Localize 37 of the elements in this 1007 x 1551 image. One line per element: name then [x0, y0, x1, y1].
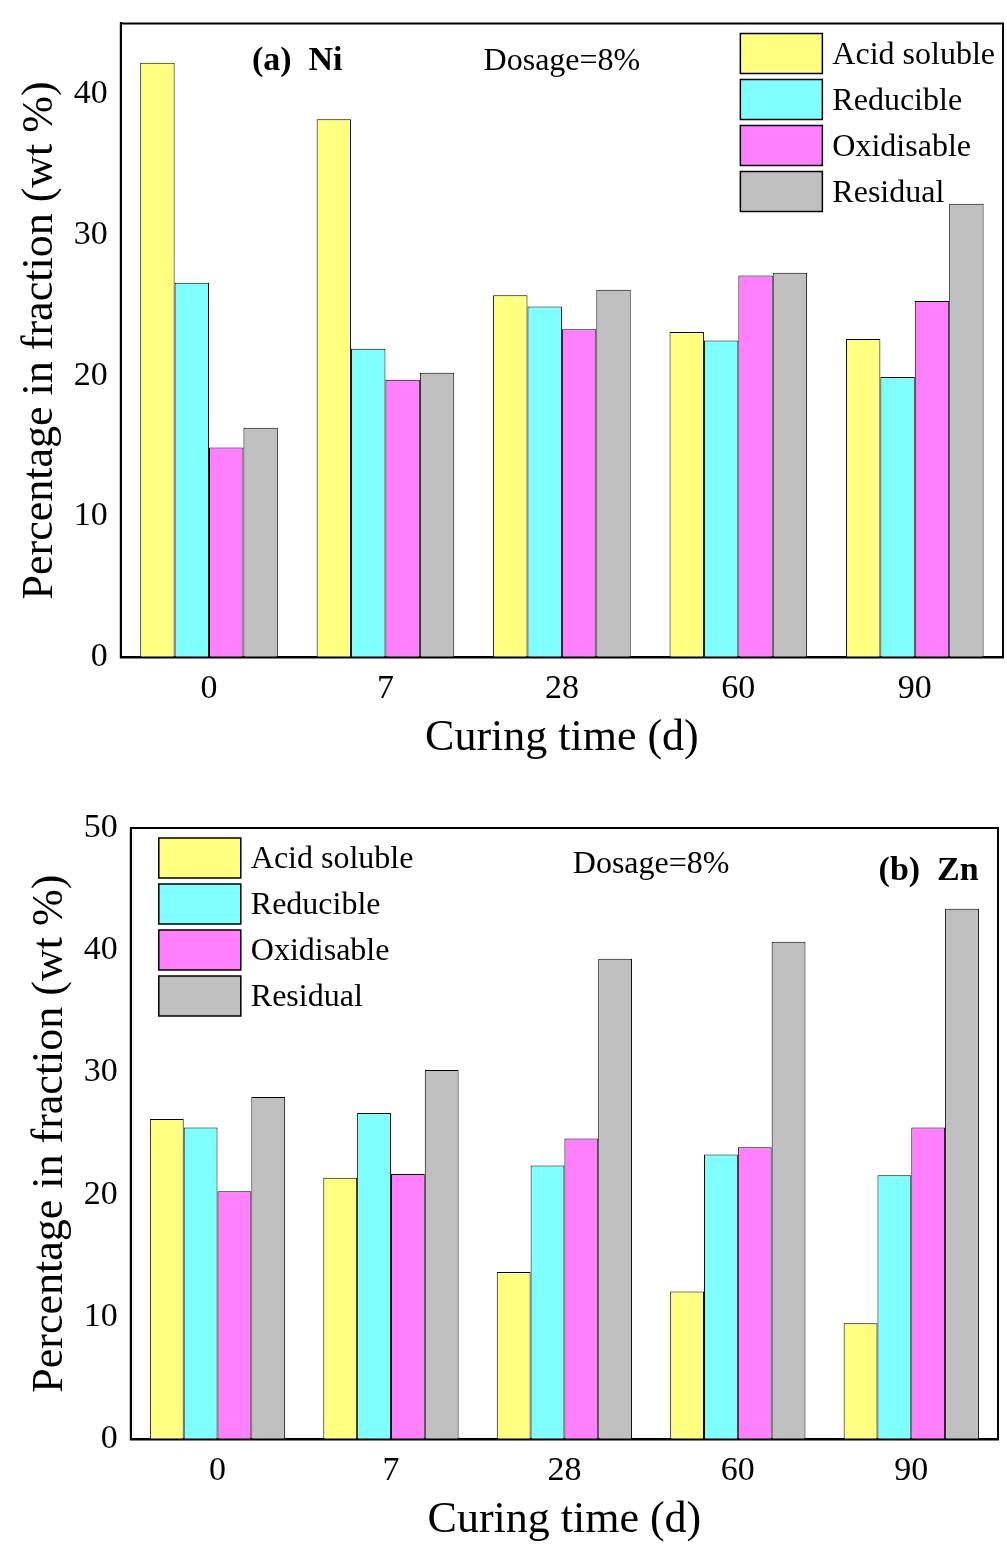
y-tick-label: 30	[73, 213, 108, 251]
legend-label: Oxidisable	[832, 126, 971, 163]
y-tick-label: 40	[73, 72, 108, 110]
y-tick-label: 30	[83, 1051, 118, 1089]
y-tick-label: 20	[73, 354, 108, 392]
y-axis-title: Percentage in fraction (wt %)	[12, 81, 62, 600]
x-tick-label: 60	[721, 667, 756, 705]
y-tick-label: 0	[100, 1418, 118, 1456]
annotation: Dosage=8%	[483, 40, 641, 77]
legend-label: Acid soluble	[832, 34, 995, 71]
x-tick-label: 90	[894, 1449, 929, 1487]
legend-label: Residual	[832, 172, 945, 209]
x-tick-label: 90	[897, 667, 932, 705]
legend-label: Acid soluble	[250, 839, 414, 876]
y-tick-label: 40	[83, 929, 118, 967]
legend-label: Reducible	[832, 80, 963, 117]
y-tick-label: 10	[73, 495, 108, 533]
y-tick-label: 10	[83, 1296, 118, 1334]
x-tick-label: 0	[209, 1449, 227, 1487]
x-tick-label: 28	[544, 667, 579, 705]
x-tick-label: 28	[547, 1449, 582, 1487]
x-axis-title: Curing time (d)	[427, 1493, 702, 1543]
annotation: (b) Zn	[878, 849, 979, 888]
legend-label: Reducible	[250, 885, 381, 922]
annotation: (a) Ni	[251, 40, 343, 79]
x-axis-title: Curing time (d)	[425, 711, 699, 761]
x-tick-label: 60	[720, 1449, 755, 1487]
y-axis-title: Percentage in fraction (wt %)	[22, 874, 72, 1393]
legend-label: Oxidisable	[250, 931, 390, 968]
x-tick-label: 0	[200, 667, 218, 705]
y-tick-label: 0	[90, 636, 108, 674]
y-tick-label: 50	[83, 806, 118, 844]
annotation: Dosage=8%	[572, 844, 730, 881]
legend-label: Residual	[250, 977, 363, 1014]
x-tick-label: 7	[376, 667, 394, 705]
x-tick-label: 7	[382, 1449, 400, 1487]
y-tick-label: 20	[83, 1173, 118, 1211]
